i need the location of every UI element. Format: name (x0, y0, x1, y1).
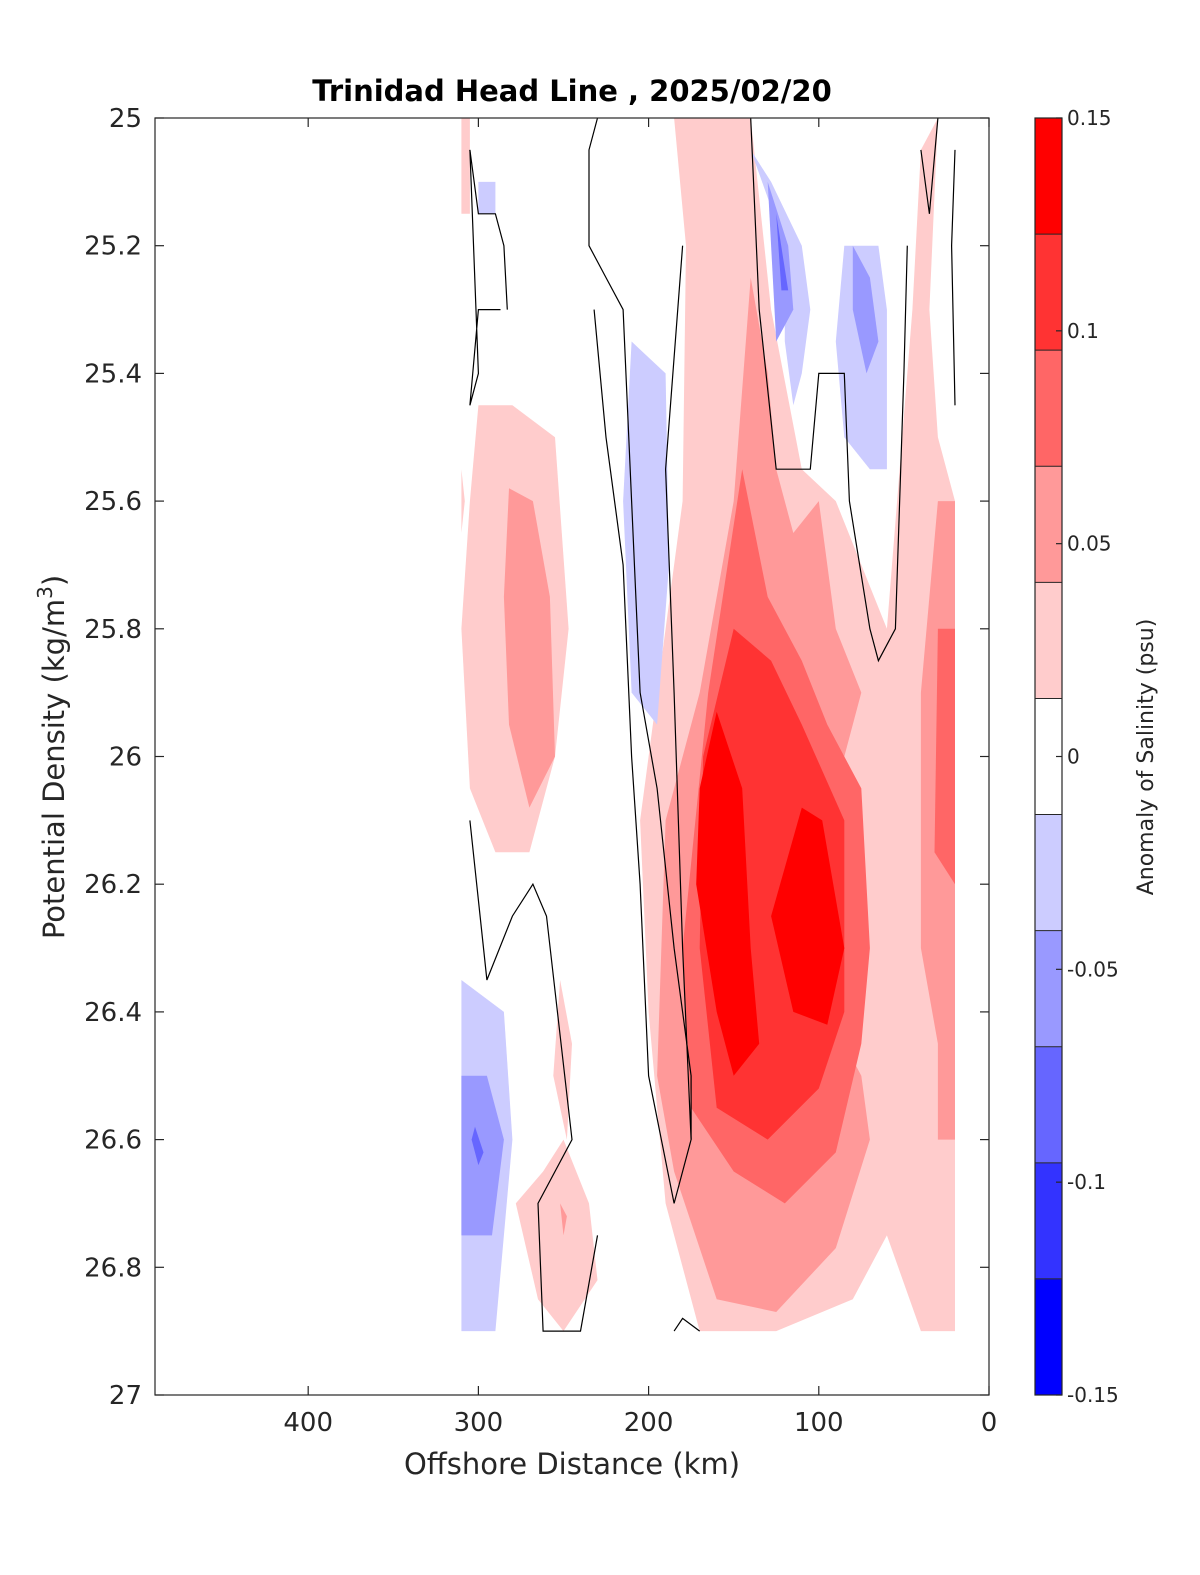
colorbar-band-10 (1035, 118, 1062, 235)
zero-contour-line-5 (673, 1317, 701, 1332)
y-tick-label: 26 (109, 743, 142, 773)
contour-region-15 (478, 181, 496, 214)
y-axis-label-sup: 3 (33, 586, 57, 599)
y-axis-label-main: Potential Density (kg/m (37, 599, 71, 939)
colorbar-tick-label: -0.1 (1067, 1170, 1106, 1194)
contour-region-16 (623, 341, 669, 725)
x-axis-label: Offshore Distance (km) (404, 1447, 740, 1481)
contour-region-11 (461, 469, 465, 533)
y-axis-label-close: ) (37, 575, 71, 586)
contour-region-22 (461, 1075, 504, 1236)
zero-contour-line-7 (920, 118, 939, 214)
y-tick-label: 26.6 (84, 1126, 142, 1156)
x-tick-label: 100 (794, 1408, 844, 1438)
colorbar-band-1 (1035, 1162, 1062, 1280)
colorbar: 0.15 0.1 0.05 0 -0.05 -0.1 -0.15 (1034, 106, 1119, 1407)
contour-region-14 (560, 1203, 567, 1236)
contour-region-13 (515, 1139, 598, 1332)
y-tick-label: 26.2 (84, 870, 142, 900)
colorbar-band-0 (1035, 1278, 1062, 1396)
zero-contour-line-4 (469, 820, 599, 1332)
colorbar-band-6 (1035, 582, 1062, 699)
colorbar-band-7 (1035, 466, 1062, 583)
x-tick-label: 200 (624, 1408, 674, 1438)
zero-contour-line-6 (750, 118, 908, 663)
x-tick-label: 0 (981, 1408, 998, 1438)
zero-contour-line-1 (469, 149, 508, 310)
colorbar-band-9 (1035, 234, 1062, 351)
colorbar-band-2 (1035, 1046, 1062, 1164)
colorbar-tick-label: 0.05 (1067, 532, 1112, 556)
colorbar-tick-label: 0.1 (1067, 319, 1099, 343)
colorbar-label: Anomaly of Salinity (psu) (1134, 619, 1159, 896)
zero-contour-line-3 (664, 245, 692, 1140)
colorbar-tick-label: -0.05 (1067, 957, 1119, 981)
y-tick-label: 26.8 (84, 1253, 142, 1283)
colorbar-tick-label: -0.15 (1067, 1383, 1119, 1407)
colorbar-tick-label: 0 (1067, 745, 1080, 769)
contour-region-18 (835, 245, 887, 470)
zero-contour-line-8 (950, 149, 956, 406)
y-tick-label: 25 (109, 104, 142, 134)
contour-region-24 (471, 1126, 484, 1166)
colorbar-band-4 (1035, 814, 1062, 932)
contour-region-17 (750, 149, 811, 406)
contour-region-21 (852, 245, 879, 374)
y-tick-label: 25.6 (84, 487, 142, 517)
contour-region-10 (461, 118, 470, 214)
y-tick-label: 25.8 (84, 615, 142, 645)
colorbar-tick-label: 0.15 (1067, 106, 1112, 130)
zero-contour-line-2 (588, 118, 692, 1204)
x-tick-label: 400 (283, 1408, 333, 1438)
y-axis-label: Potential Density (kg/m3) (33, 575, 71, 939)
contour-region-6 (696, 711, 760, 1076)
zero-contour-line-0 (469, 149, 501, 406)
axes-layer: 400 300 200 100 0 25 25.2 25.4 25.6 25.8 26 26.2 26.… (84, 104, 997, 1438)
contour-region-23 (776, 213, 789, 291)
contour-region-4 (934, 628, 955, 885)
chart-title: Trinidad Head Line , 2025/02/20 (312, 74, 832, 108)
contour-region-7 (771, 807, 845, 1025)
colorbar-band-8 (1035, 350, 1062, 467)
y-tick-label: 26.4 (84, 998, 142, 1028)
y-tick-label: 25.4 (84, 359, 142, 389)
y-tick-label: 25.2 (84, 232, 142, 262)
zero-contour-layer (469, 118, 956, 1332)
y-tick-label: 27 (109, 1381, 142, 1411)
colorbar-band-3 (1035, 930, 1062, 1048)
x-tick-label: 300 (454, 1408, 504, 1438)
contour-region-9 (503, 488, 555, 808)
contour-fill-layer (461, 118, 955, 1332)
